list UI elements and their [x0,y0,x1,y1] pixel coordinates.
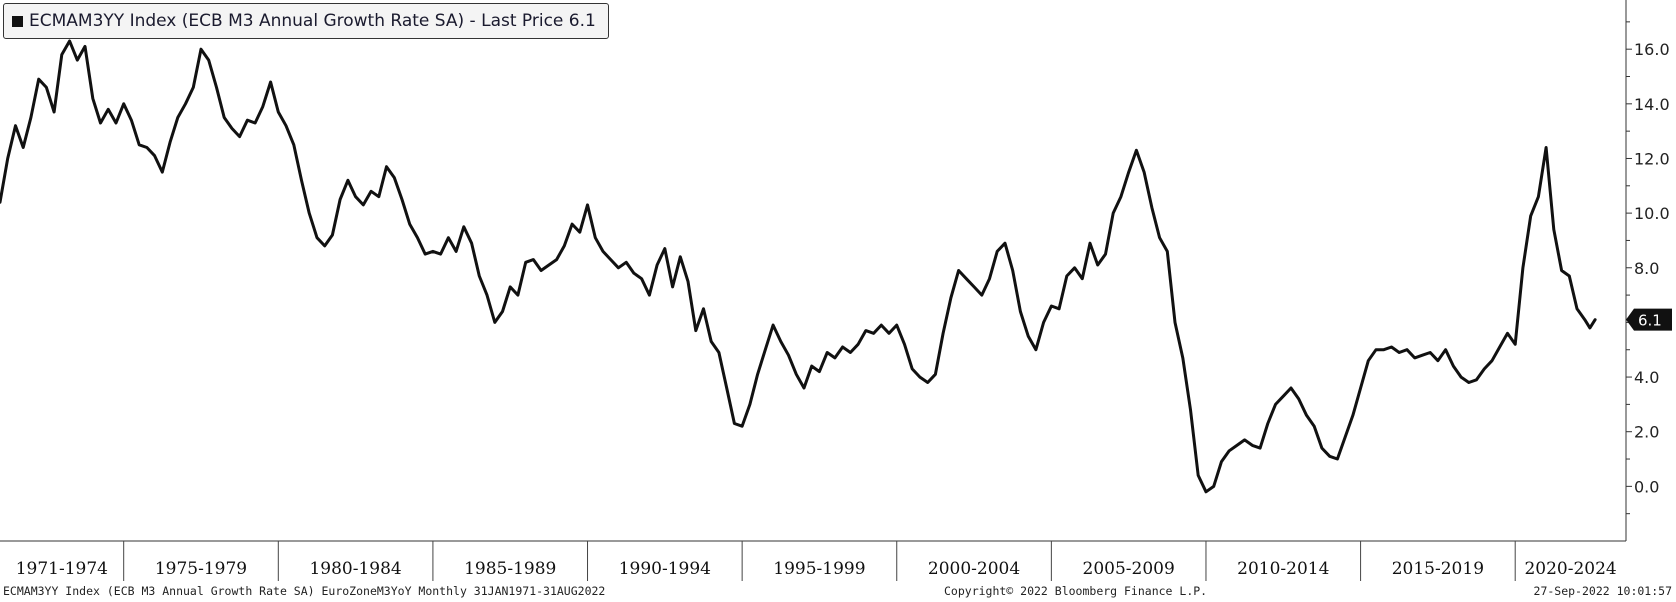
x-period-label: 1985-1989 [464,559,556,579]
last-value-tag [1626,308,1672,331]
x-period-label: 2015-2019 [1392,559,1484,579]
legend-text: ECMAM3YY Index (ECB M3 Annual Growth Rat… [29,11,596,31]
y-tick-label: 4.0 [1634,368,1659,387]
axes [0,0,1627,542]
last-value-marker: 6.1 [1626,308,1672,331]
legend-swatch [12,15,23,27]
x-period-label: 1975-1979 [155,559,247,579]
footer-timestamp: 27-Sep-2022 10:01:57 [1533,584,1672,598]
x-period-label: 1990-1994 [619,559,711,579]
x-period-label: 2010-2014 [1237,559,1329,579]
y-tick-label: 14.0 [1634,95,1670,114]
y-tick-label: 0.0 [1634,477,1659,496]
footer-copyright: Copyright© 2022 Bloomberg Finance L.P. [944,584,1208,598]
y-tick-label: 2.0 [1634,423,1659,442]
y-tick-label: 10.0 [1634,204,1670,223]
footer-source: ECMAM3YY Index (ECB M3 Annual Growth Rat… [3,584,606,598]
y-tick-label: 12.0 [1634,149,1670,168]
series-line [0,39,1597,494]
legend: ECMAM3YY Index (ECB M3 Annual Growth Rat… [3,3,609,39]
y-tick-label: 8.0 [1634,259,1659,278]
x-period-label: 1980-1984 [309,559,401,579]
last-value-label: 6.1 [1638,312,1662,330]
x-axis-periods: 1971-1974 1975-1979 1980-1984 1985-1989 1990… [16,541,1617,581]
x-period-label: 1995-1999 [773,559,865,579]
x-period-label: 2005-2009 [1083,559,1175,579]
y-axis-ticks: 16.014.012.010.08.06.04.02.00.0 [1626,21,1670,515]
x-period-label: 1971-1974 [16,559,108,579]
y-tick-label: 16.0 [1634,40,1670,59]
x-period-label: 2000-2004 [928,559,1020,579]
x-period-label: 2020-2024 [1524,559,1616,579]
